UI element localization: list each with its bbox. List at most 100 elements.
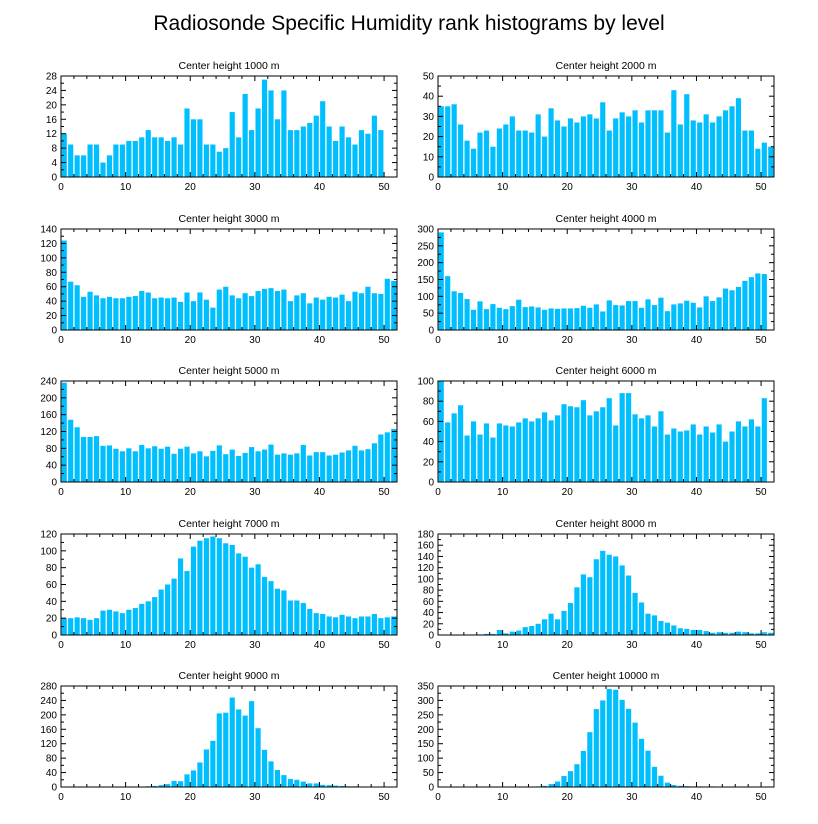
bar [671,625,677,635]
bar [242,94,248,177]
bar [184,446,190,482]
bar [548,613,554,635]
bar [223,543,229,635]
bar [626,708,632,787]
x-tick-label: 10 [120,640,132,651]
bar [145,292,151,330]
y-tick-label: 16 [46,115,58,126]
bar [729,290,735,330]
bar [716,424,722,482]
bar [391,616,397,635]
x-tick-label: 30 [626,335,638,346]
bar [638,122,645,177]
y-tick-label: 0 [51,631,57,642]
bar [93,618,100,635]
bar [165,584,171,635]
bar [320,613,326,635]
bar [697,307,703,330]
bar [645,110,651,177]
plot-frame [437,533,775,636]
bar [458,292,464,330]
bar [249,567,255,635]
bar [242,715,248,787]
y-tick-label: 250 [417,241,434,252]
bar [236,553,242,635]
bar [477,301,483,330]
x-tick-label: 20 [185,487,197,498]
bar [236,137,242,177]
bar [509,306,515,330]
bar [100,162,106,177]
bar [333,297,339,330]
bar [281,289,287,330]
bar [339,785,345,787]
bar [352,618,358,635]
bar [580,750,586,787]
bar [580,116,586,177]
bar [742,426,748,482]
bar [287,779,293,787]
bar [742,632,748,635]
y-tick-label: 20 [46,614,58,625]
x-tick-label: 10 [120,487,132,498]
bar [593,411,599,482]
x-tick-label: 40 [314,335,326,346]
bar [371,293,377,330]
bar [74,155,80,177]
bar [735,421,742,482]
y-tick-label: 140 [417,552,434,563]
bar [567,406,574,482]
bar [496,128,502,177]
bar [184,774,190,788]
bar [345,616,352,635]
y-tick-label: 200 [417,725,434,736]
y-tick-label: 60 [423,597,435,608]
bar [755,273,761,330]
bar [684,430,690,482]
bar [345,450,352,482]
x-tick-label: 0 [435,792,441,803]
x-tick-label: 0 [435,640,441,651]
bar [81,296,87,330]
bar [755,148,761,177]
x-tick-label: 10 [497,792,509,803]
bar [587,114,593,177]
bar [755,426,761,482]
y-tick-label: 20 [46,100,58,111]
bar [358,130,365,177]
panel-title: Center height 3000 m [179,213,280,225]
y-tick-label: 120 [40,739,57,750]
bar [126,609,132,635]
bar [68,281,74,330]
bar [735,631,742,635]
bar [274,770,281,787]
y-tick-label: 100 [417,292,434,303]
bar [326,126,332,177]
y-tick-label: 20 [423,619,435,630]
bar [684,300,690,330]
bar [229,295,235,330]
chart-panel-7: Center height 7000 m 0 10 20 30 40 50 0 20 40 60 80… [40,518,398,651]
bar [626,116,632,177]
bar [100,298,106,330]
bar [177,781,184,787]
bar [613,305,619,330]
bar [81,436,87,482]
y-tick-label: 40 [46,297,58,308]
y-tick-label: 100 [40,546,57,557]
bar [768,632,774,635]
bar [152,446,158,482]
bar [268,444,274,482]
bar [126,140,132,177]
bar [613,425,619,482]
bar [378,434,384,482]
bar [210,536,216,635]
bar [68,419,74,482]
bar [197,292,203,330]
bar [619,699,625,787]
bar [171,780,177,787]
bar [729,106,735,177]
bar [61,618,67,635]
bar [729,632,735,635]
bar [255,564,261,635]
